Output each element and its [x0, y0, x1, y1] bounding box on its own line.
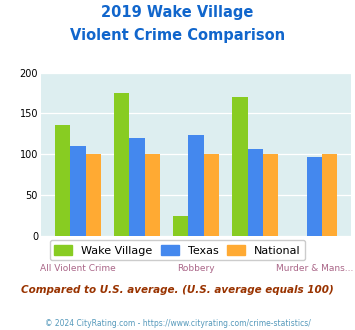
Bar: [322, 154, 337, 236]
Bar: [70, 146, 86, 236]
Text: Rape: Rape: [126, 250, 148, 259]
Text: All Violent Crime: All Violent Crime: [40, 264, 116, 273]
Text: 2019 Wake Village: 2019 Wake Village: [101, 5, 254, 20]
Bar: [232, 97, 247, 236]
Bar: [55, 125, 70, 236]
Bar: [86, 154, 101, 236]
Bar: [129, 138, 145, 236]
Bar: [189, 136, 204, 236]
Bar: [145, 154, 160, 236]
Bar: [173, 216, 189, 236]
Bar: [263, 154, 278, 236]
Bar: [307, 157, 322, 236]
Bar: [114, 93, 129, 236]
Text: Aggravated Assault: Aggravated Assault: [211, 250, 300, 259]
Legend: Wake Village, Texas, National: Wake Village, Texas, National: [50, 240, 305, 260]
Text: © 2024 CityRating.com - https://www.cityrating.com/crime-statistics/: © 2024 CityRating.com - https://www.city…: [45, 319, 310, 328]
Text: Compared to U.S. average. (U.S. average equals 100): Compared to U.S. average. (U.S. average …: [21, 285, 334, 295]
Text: Violent Crime Comparison: Violent Crime Comparison: [70, 28, 285, 43]
Text: Robbery: Robbery: [178, 264, 215, 273]
Bar: [247, 149, 263, 236]
Bar: [204, 154, 219, 236]
Text: Murder & Mans...: Murder & Mans...: [275, 264, 353, 273]
